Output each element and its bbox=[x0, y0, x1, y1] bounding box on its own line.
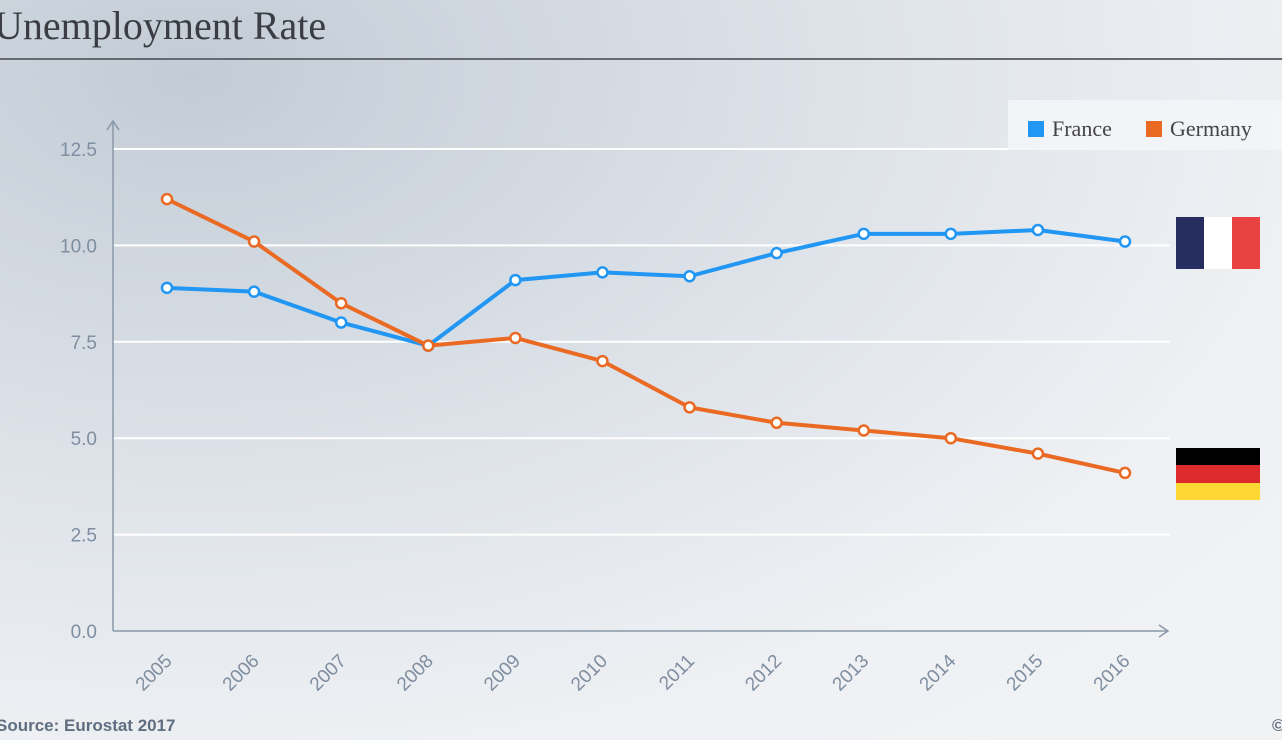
x-tick-label: 2005 bbox=[132, 651, 177, 696]
x-tick-label: 2008 bbox=[393, 651, 438, 696]
y-tick-label: 7.5 bbox=[71, 333, 97, 354]
x-tick-label: 2006 bbox=[219, 651, 264, 696]
series-line-germany bbox=[166, 197, 1126, 475]
data-point-germany bbox=[770, 416, 783, 430]
x-tick-label: 2012 bbox=[741, 651, 786, 696]
data-point-france bbox=[857, 227, 870, 241]
legend-swatch-germany bbox=[1146, 121, 1162, 137]
legend-swatch-france bbox=[1028, 121, 1044, 137]
data-point-france bbox=[683, 269, 696, 283]
legend-label-france: France bbox=[1052, 116, 1112, 141]
data-point-germany bbox=[596, 354, 609, 368]
legend: France Germany bbox=[1008, 100, 1282, 150]
data-point-germany bbox=[247, 235, 261, 248]
y-tick-label: 2.5 bbox=[71, 526, 97, 547]
data-point-france bbox=[944, 227, 958, 241]
y-tick-label: 5.0 bbox=[71, 429, 97, 450]
legend-label-germany: Germany bbox=[1170, 116, 1252, 141]
data-point-france bbox=[770, 246, 783, 260]
data-point-germany bbox=[1118, 466, 1132, 480]
y-axis-arrow-icon bbox=[106, 119, 120, 131]
data-point-germany bbox=[334, 296, 348, 310]
data-point-germany bbox=[857, 424, 870, 437]
data-point-france bbox=[247, 285, 261, 298]
x-tick-label: 2015 bbox=[1003, 651, 1048, 696]
data-point-germany bbox=[509, 331, 522, 345]
legend-item-france[interactable]: France bbox=[1028, 116, 1112, 142]
y-tick-label: 10.0 bbox=[60, 236, 97, 257]
data-point-france bbox=[1118, 235, 1132, 248]
copyright-mark: © bbox=[1272, 716, 1282, 735]
france-flag-icon bbox=[1176, 217, 1260, 269]
data-point-france bbox=[596, 266, 609, 279]
data-point-germany bbox=[683, 401, 696, 414]
legend-item-germany[interactable]: Germany bbox=[1146, 116, 1252, 142]
x-tick-label: 2011 bbox=[655, 651, 699, 695]
data-point-france bbox=[509, 273, 522, 287]
data-point-germany bbox=[1031, 447, 1045, 460]
data-point-france bbox=[334, 316, 348, 329]
data-point-france bbox=[160, 281, 174, 295]
y-tick-label: 12.5 bbox=[60, 140, 97, 161]
x-axis-arrow-icon bbox=[1158, 624, 1170, 638]
x-tick-label: 2007 bbox=[306, 651, 351, 696]
germany-flag-icon bbox=[1176, 448, 1260, 500]
data-point-germany bbox=[422, 339, 435, 352]
title-divider bbox=[0, 58, 1282, 60]
data-point-france bbox=[1031, 223, 1045, 237]
x-tick-label: 2014 bbox=[916, 650, 961, 695]
data-point-germany bbox=[160, 192, 174, 206]
x-tick-label: 2013 bbox=[829, 651, 874, 696]
x-tick-label: 2010 bbox=[567, 651, 612, 696]
chart-title: Unemployment Rate bbox=[0, 3, 327, 48]
series-line-france bbox=[166, 227, 1126, 348]
data-point-germany bbox=[944, 431, 958, 445]
x-tick-label: 2016 bbox=[1090, 651, 1135, 696]
y-tick-label: 0.0 bbox=[71, 622, 97, 643]
x-tick-label: 2009 bbox=[480, 651, 525, 696]
source-note: Source: Eurostat 2017 bbox=[0, 716, 176, 735]
